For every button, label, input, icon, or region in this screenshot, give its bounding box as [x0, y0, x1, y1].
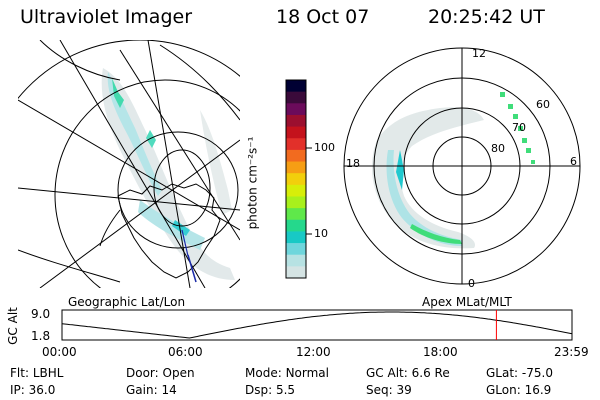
altitude-xtick-0: 00:00	[42, 345, 77, 359]
altitude-ytick-9: 9.0	[31, 307, 51, 321]
info-mode: Mode: Normal	[245, 366, 329, 380]
info-door: Door: Open	[126, 366, 195, 380]
colorbar-stripe	[286, 243, 306, 256]
colorbar-stripe	[286, 231, 306, 244]
colorbar-stripe	[286, 266, 306, 279]
colorbar-stripe	[286, 114, 306, 128]
antarctica-coastline	[117, 183, 221, 279]
colorbar-stripe	[286, 149, 306, 163]
mlt-label-0: 0	[468, 277, 475, 290]
colorbar	[285, 79, 312, 279]
info-dsp: Dsp: 5.5	[245, 383, 296, 397]
colorbar-stripe	[286, 196, 306, 209]
mlt-label-6: 6	[570, 155, 577, 168]
mlat-label-70: 70	[512, 121, 526, 134]
time-label: 20:25:42 UT	[428, 6, 545, 28]
date-label: 18 Oct 07	[276, 6, 370, 28]
mlt-label-12: 12	[472, 47, 486, 60]
orbit-track	[187, 254, 197, 283]
altitude-xtick-4: 23:59	[554, 345, 589, 359]
geographic-map	[18, 40, 240, 288]
colorbar-stripe	[286, 254, 306, 267]
info-glat: GLat: -75.0	[486, 366, 553, 380]
info-glon: GLon: 16.9	[486, 383, 552, 397]
info-ip: IP: 36.0	[10, 383, 56, 397]
left-aurora-glow	[101, 68, 235, 280]
colorbar-tick-100: 100	[314, 141, 335, 154]
altitude-xtick-3: 18:00	[423, 345, 458, 359]
colorbar-stripe	[286, 91, 306, 104]
colorbar-stripe	[286, 103, 306, 116]
colorbar-unit-label: photon cm⁻²s⁻¹	[245, 136, 260, 230]
colorbar-stripe	[286, 138, 306, 151]
altitude-curve	[61, 311, 573, 339]
altitude-plot	[61, 309, 573, 341]
altitude-ytick-1-8: 1.8	[31, 329, 51, 343]
south-america-coastline	[99, 209, 121, 247]
info-flt: Flt: LBHL	[10, 366, 64, 380]
right-map-caption: Apex MLat/MLT	[422, 295, 512, 309]
colorbar-stripe	[286, 80, 306, 93]
altitude-xtick-1: 06:00	[168, 345, 203, 359]
info-seq: Seq: 39	[366, 383, 412, 397]
polar-map	[343, 47, 581, 285]
colorbar-stripe	[286, 184, 306, 197]
colorbar-tick-10: 10	[314, 227, 328, 240]
dayside-spots	[500, 92, 535, 164]
graticule	[18, 40, 240, 288]
colorbar-stripe	[286, 173, 306, 186]
mlat-label-60: 60	[536, 98, 550, 111]
colorbar-stripe	[286, 161, 306, 174]
mlt-label-18: 18	[346, 157, 360, 170]
colorbar-stripe	[286, 208, 306, 221]
instrument-title: Ultraviolet Imager	[20, 6, 193, 28]
colorbar-stripe	[286, 219, 306, 232]
info-gain: Gain: 14	[126, 383, 177, 397]
colorbar-stripe	[286, 126, 306, 139]
info-gc-alt: GC Alt: 6.6 Re	[366, 366, 450, 380]
mlat-label-80: 80	[491, 142, 505, 155]
altitude-xtick-2: 12:00	[296, 345, 331, 359]
left-map-caption: Geographic Lat/Lon	[68, 295, 186, 309]
altitude-ylabel: GC Alt	[5, 307, 20, 345]
